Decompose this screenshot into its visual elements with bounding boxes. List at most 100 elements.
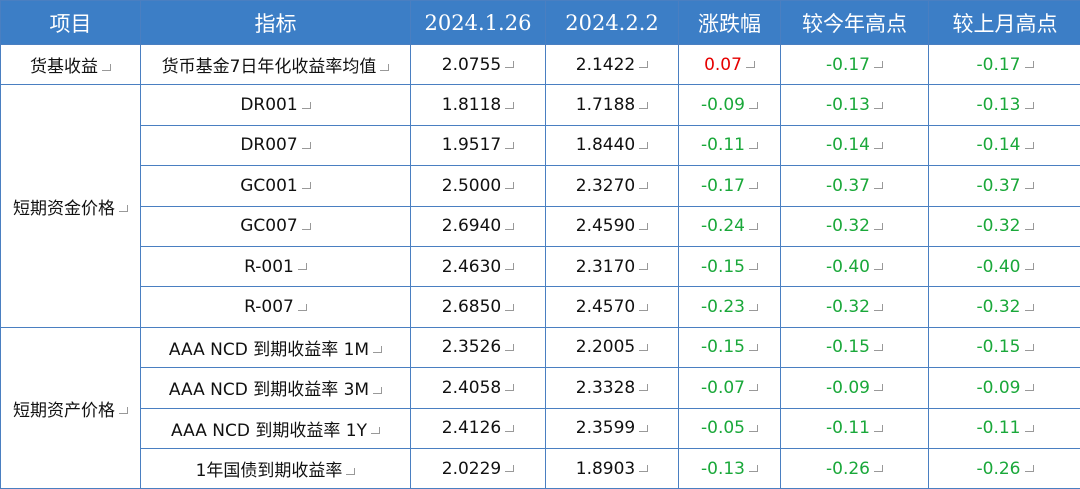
- cell-text: -0.11: [701, 135, 745, 156]
- cell-text: AAA NCD 到期收益率 3M: [168, 380, 370, 401]
- cell-text: 2.3270: [575, 175, 636, 196]
- value-cell: 0.07: [678, 43, 781, 86]
- indicator-cell: AAA NCD 到期收益率 1M: [140, 326, 411, 369]
- paragraph-mark: [1024, 222, 1034, 230]
- paragraph-mark: [1024, 263, 1034, 271]
- cell-text: 2024.2.2: [565, 10, 659, 35]
- paragraph-mark: [749, 101, 758, 109]
- cell-text: -0.11: [826, 418, 870, 439]
- cell-text: -0.17: [701, 175, 745, 196]
- paragraph-mark: [1024, 182, 1034, 190]
- paragraph-mark: [749, 141, 758, 149]
- value-cell: 2.3599: [545, 407, 679, 449]
- paragraph-mark: [639, 263, 649, 271]
- paragraph-mark: [749, 384, 758, 392]
- value-cell: -0.11: [928, 407, 1080, 449]
- paragraph-mark: [639, 61, 649, 69]
- value-cell: -0.32: [928, 205, 1080, 247]
- paragraph-mark: [749, 222, 758, 230]
- data-row: 货基收益 货币基金7日年化收益率均值 2.0755 2.1422 0.07 -0.17 -0…: [0, 43, 1080, 86]
- data-row: 短期资金价格 DR001 1.8118 1.7188 -0.09 -0.13 -0.13: [0, 84, 1080, 328]
- cell-text: 1.8118: [441, 95, 502, 116]
- cell-text: -0.07: [701, 377, 745, 398]
- value-cell: -0.40: [928, 245, 1080, 288]
- paragraph-mark: [297, 303, 307, 311]
- cell-text: 较上月高点: [952, 11, 1058, 36]
- cell-text: DR007: [240, 135, 298, 156]
- data-row: R-001 2.4630 2.3170 -0.15 -0.40 -0.40: [1, 245, 1080, 288]
- value-cell: 2.2005: [545, 326, 679, 369]
- value-cell: 2.6940: [410, 205, 546, 247]
- value-cell: 2.4570: [545, 286, 679, 328]
- paragraph-mark: [505, 424, 515, 432]
- paragraph-mark: [373, 346, 383, 354]
- cell-text: -0.26: [826, 458, 870, 479]
- paragraph-mark: [1024, 343, 1034, 351]
- cell-text: 1.8903: [575, 458, 636, 479]
- header-row: 项目 指标 2024.1.26 2024.2.2 涨跌幅 较今年高点 较上月高点: [0, 0, 1080, 45]
- header-cell: 2024.1.26: [410, 0, 546, 45]
- paragraph-mark: [119, 205, 128, 213]
- cell-text: 2.1422: [575, 54, 636, 75]
- cell-text: 1.7188: [575, 95, 636, 116]
- indicator-cell: AAA NCD 到期收益率 3M: [140, 367, 411, 409]
- indicator-cell: GC007: [140, 205, 411, 247]
- cell-text: 2.6940: [441, 216, 502, 237]
- cell-text: -0.24: [701, 216, 745, 237]
- paragraph-mark: [505, 343, 515, 351]
- header-cell: 指标: [140, 0, 411, 45]
- paragraph-mark: [301, 222, 311, 230]
- header-cell: 2024.2.2: [545, 0, 679, 45]
- paragraph-mark: [639, 222, 649, 230]
- value-cell: 1.8903: [545, 447, 679, 489]
- cell-text: GC007: [240, 216, 298, 237]
- paragraph-mark: [874, 141, 883, 149]
- paragraph-mark: [749, 263, 758, 271]
- paragraph-mark: [874, 101, 883, 109]
- value-cell: 2.4126: [410, 407, 546, 449]
- cell-text: 2.4630: [441, 256, 502, 277]
- paragraph-mark: [297, 263, 307, 271]
- cell-text: -0.13: [976, 95, 1021, 116]
- value-cell: -0.11: [678, 124, 781, 167]
- paragraph-mark: [749, 465, 758, 473]
- value-cell: 1.7188: [545, 84, 679, 126]
- indicator-cell: GC001: [140, 165, 411, 207]
- cell-text: 1.9517: [441, 135, 502, 156]
- value-cell: -0.23: [678, 286, 781, 328]
- cell-text: 2.0755: [441, 54, 502, 75]
- cell-text: 0.07: [704, 54, 742, 75]
- cell-text: 2.5000: [441, 175, 502, 196]
- cell-text: -0.13: [701, 458, 745, 479]
- value-cell: 2.0229: [410, 447, 546, 489]
- value-cell: -0.32: [780, 286, 929, 328]
- value-cell: -0.26: [928, 447, 1080, 489]
- paragraph-mark: [749, 182, 758, 190]
- cell-text: 2.4126: [441, 418, 502, 439]
- paragraph-mark: [874, 303, 883, 311]
- cell-text: 较今年高点: [802, 11, 907, 36]
- paragraph-mark: [301, 101, 311, 109]
- data-row: 1年国债到期收益率 2.0229 1.8903 -0.13 -0.26 -0.26: [1, 447, 1080, 489]
- cell-text: -0.05: [701, 418, 745, 439]
- cell-text: -0.17: [826, 54, 870, 75]
- group-cell: 货基收益: [0, 43, 141, 86]
- cell-text: -0.13: [826, 95, 870, 116]
- paragraph-mark: [505, 222, 515, 230]
- value-cell: -0.26: [780, 447, 929, 489]
- paragraph-mark: [301, 182, 311, 190]
- paragraph-mark: [505, 101, 515, 109]
- value-cell: -0.17: [780, 43, 929, 86]
- value-cell: 1.8118: [410, 84, 546, 126]
- cell-text: -0.09: [826, 377, 870, 398]
- value-cell: -0.40: [780, 245, 929, 288]
- header-cell: 较今年高点: [780, 0, 929, 45]
- value-cell: 2.3170: [545, 245, 679, 288]
- data-row: AAA NCD 到期收益率 1Y 2.4126 2.3599 -0.05 -0.11 -0…: [1, 407, 1080, 449]
- value-cell: -0.32: [780, 205, 929, 247]
- paragraph-mark: [874, 424, 883, 432]
- value-cell: 2.4058: [410, 367, 546, 409]
- cell-text: 2.3170: [575, 256, 636, 277]
- paragraph-mark: [1024, 141, 1034, 149]
